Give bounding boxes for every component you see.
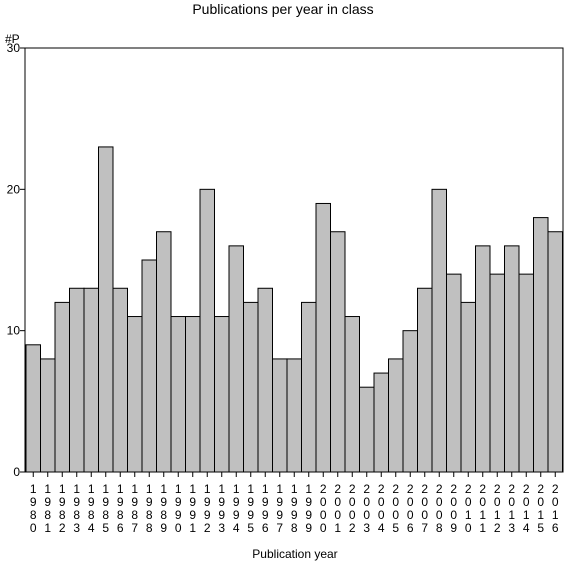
bar-2007 bbox=[417, 287, 433, 473]
y-tick-label: 20 bbox=[7, 182, 21, 196]
bar-1996 bbox=[257, 287, 273, 473]
x-axis-ticks: 1 9 8 0 1 9 8 1 1 9 8 2 1 9 8 3 1 9 8 4 1 9 8 5 1 9 8 6 1 9 8 7 1 9 8 8 1 9 8 9… bbox=[30, 472, 559, 535]
bar-2011 bbox=[475, 245, 491, 473]
bar-2016 bbox=[547, 231, 563, 473]
bar-2015 bbox=[533, 217, 549, 473]
bar-2012 bbox=[489, 273, 505, 473]
bar-1988 bbox=[141, 259, 157, 473]
bar-1997 bbox=[272, 358, 288, 473]
x-axis-label: Publication year bbox=[252, 547, 337, 561]
bar-1991 bbox=[185, 316, 201, 473]
bar-2008 bbox=[431, 188, 447, 473]
bar-2003 bbox=[359, 386, 375, 473]
bar-1985 bbox=[98, 146, 114, 473]
y-axis-label: #P bbox=[5, 32, 20, 46]
chart-title: Publications per year in class bbox=[192, 1, 373, 17]
bar-2000 bbox=[315, 202, 331, 473]
bar-2005 bbox=[388, 358, 404, 473]
bar-1986 bbox=[112, 287, 128, 473]
y-tick-label: 0 bbox=[13, 465, 20, 479]
bar-1980 bbox=[25, 344, 41, 473]
y-axis-ticks: 0 10 20 30 bbox=[7, 41, 25, 479]
bar-1992 bbox=[199, 188, 215, 473]
bar-1990 bbox=[170, 316, 186, 473]
bar-1987 bbox=[127, 316, 143, 473]
bar-1982 bbox=[54, 301, 70, 473]
bar-1983 bbox=[69, 287, 85, 473]
bar-1998 bbox=[286, 358, 302, 473]
bar-1993 bbox=[214, 316, 230, 473]
bar-2010 bbox=[460, 301, 476, 473]
y-tick-label: 10 bbox=[7, 324, 21, 338]
bar-1984 bbox=[83, 287, 99, 473]
bar-2013 bbox=[504, 245, 520, 473]
bar-2002 bbox=[344, 316, 360, 473]
bar-1989 bbox=[156, 231, 172, 473]
bar-2009 bbox=[446, 273, 462, 473]
bar-1999 bbox=[301, 301, 317, 473]
bar-2014 bbox=[518, 273, 534, 473]
bar-1995 bbox=[243, 301, 259, 473]
bar-1994 bbox=[228, 245, 244, 473]
bar-2001 bbox=[330, 231, 346, 473]
bar-2004 bbox=[373, 372, 389, 473]
bar-1981 bbox=[40, 358, 56, 473]
bar-2006 bbox=[402, 330, 418, 473]
bars-group bbox=[25, 146, 563, 473]
y-tick-label: 30 bbox=[7, 41, 21, 55]
